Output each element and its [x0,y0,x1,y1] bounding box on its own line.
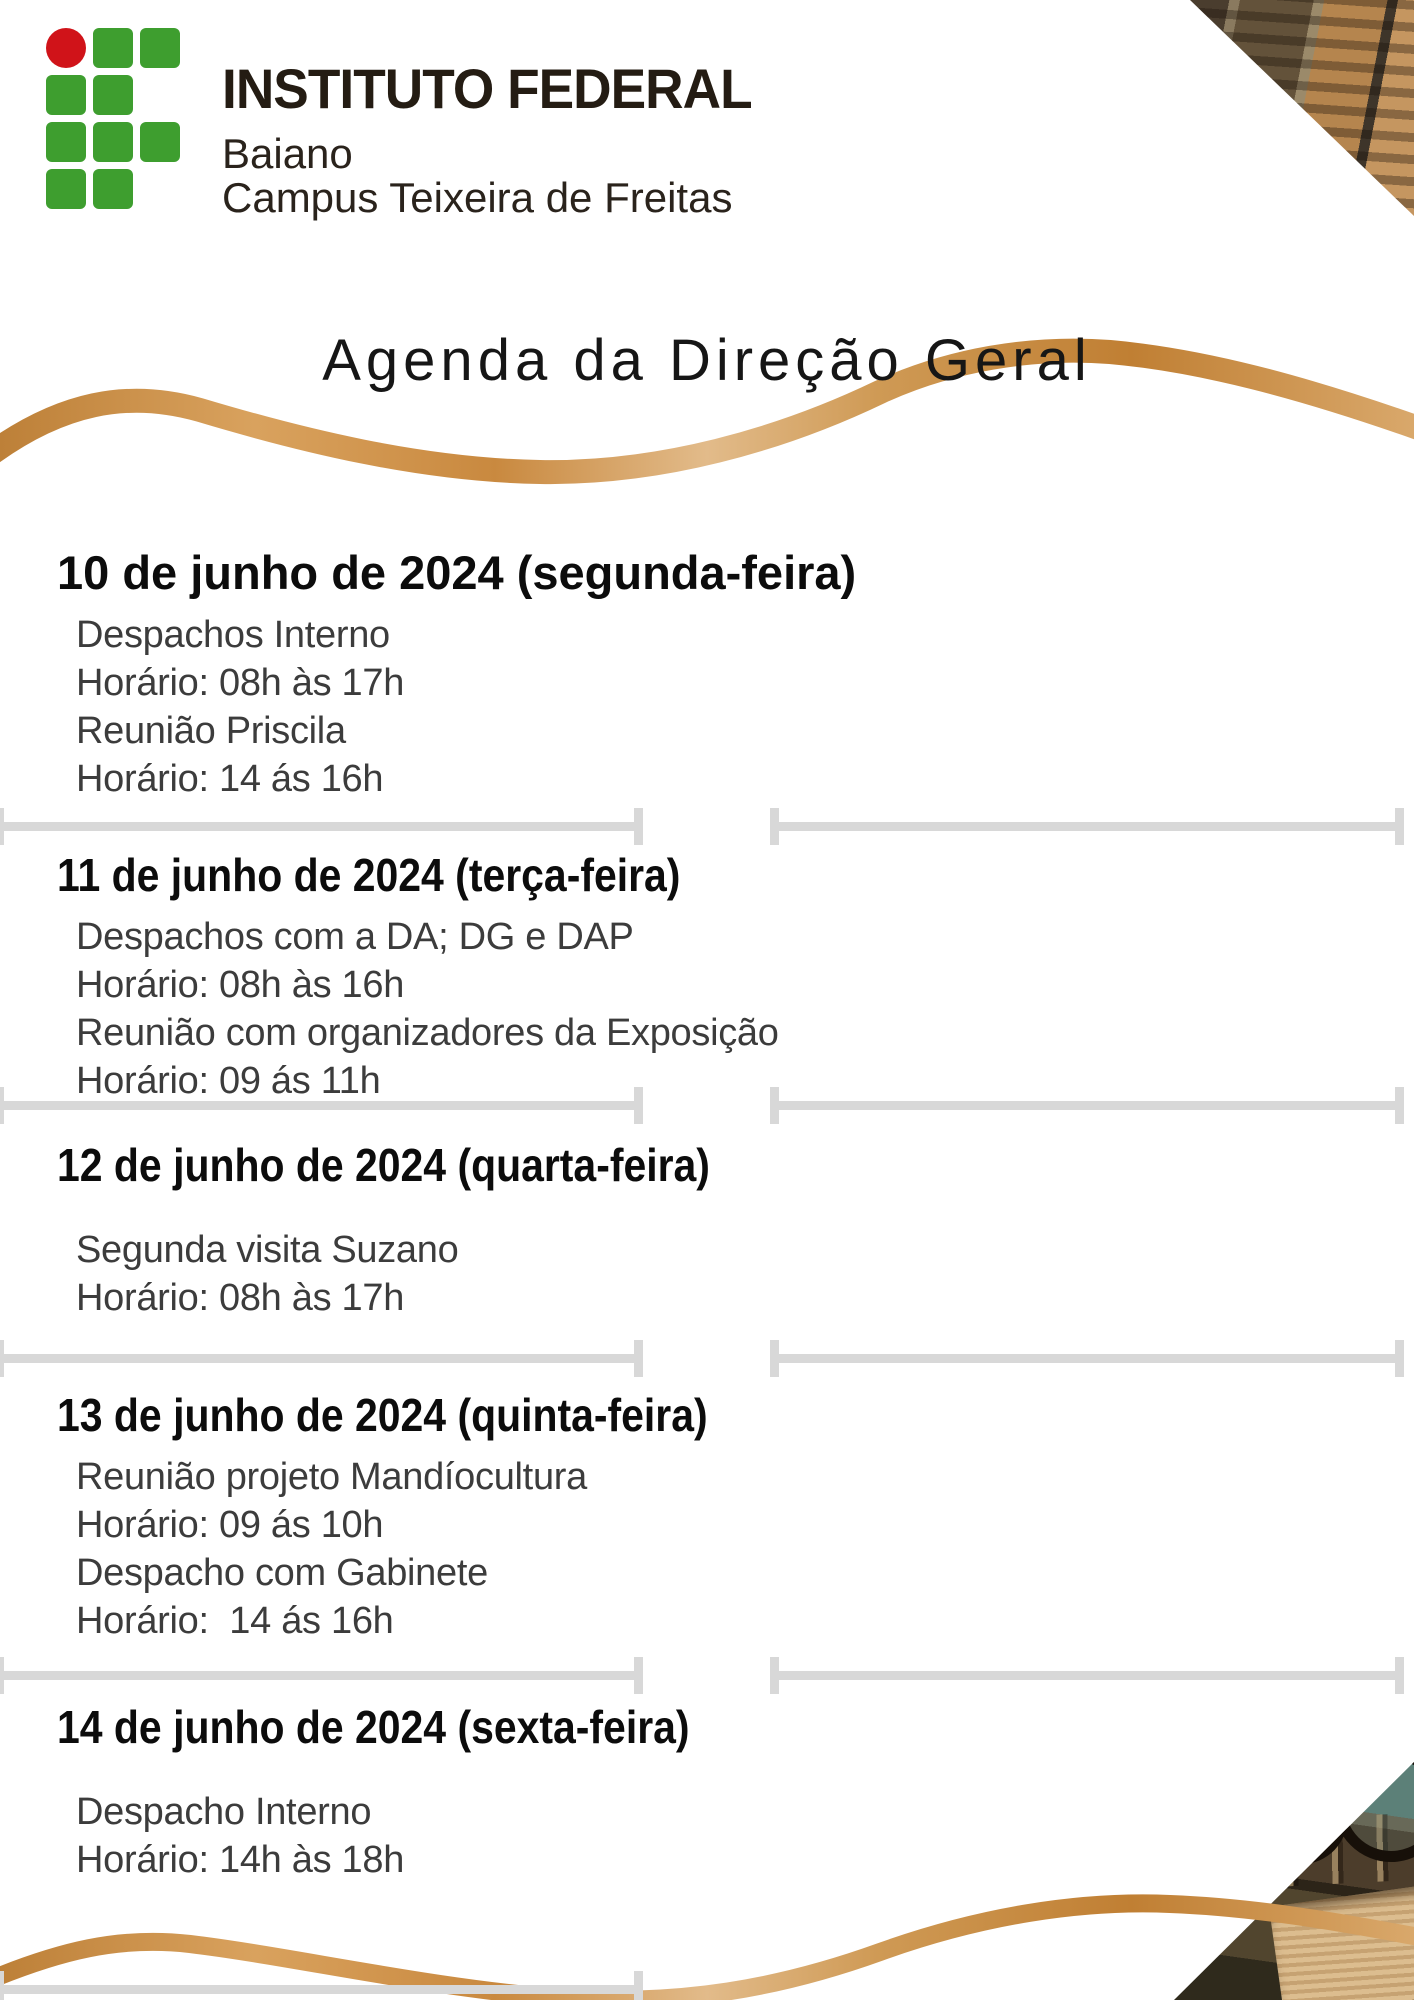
section-events: Segunda visita Suzano Horário: 08h às 17… [76,1226,1374,1322]
agenda-day-section: 11 de junho de 2024 (terça-feira) Despac… [57,848,1374,1105]
logo-green-square [93,169,133,209]
divider-left-segment [0,1971,643,2000]
divider-right-segment [770,808,1404,845]
agenda-day-section: 12 de junho de 2024 (quarta-feira) Segun… [57,1138,1374,1322]
section-date-heading: 10 de junho de 2024 (segunda-feira) [57,546,857,599]
logo-green-square [140,28,180,68]
divider-right-segment [770,1657,1404,1694]
logo-green-square [93,122,133,162]
section-date-heading: 11 de junho de 2024 (terça-feira) [57,849,681,901]
section-date-heading: 13 de junho de 2024 (quinta-feira) [57,1389,708,1441]
logo-green-square [93,75,133,115]
event-line: Despachos Interno [76,614,390,656]
event-time-line: Horário: 08h às 17h [76,1277,405,1319]
instituto-federal-logo [46,28,180,209]
logo-green-square [93,28,133,68]
institution-unit: Baiano [222,130,353,177]
agenda-day-section: 10 de junho de 2024 (segunda-feira) Desp… [57,546,1374,803]
section-events: Despachos com a DA; DG e DAP Horário: 08… [76,913,1374,1105]
divider-left-segment [0,1340,643,1377]
divider-left-segment [0,1087,643,1124]
section-events: Despacho Interno Horário: 14h às 18h [76,1788,1374,1884]
event-line: Despacho com Gabinete [76,1552,488,1594]
event-time-line: Horário: 09 ás 10h [76,1504,384,1546]
section-divider [0,1087,1414,1124]
divider-right-segment [770,1340,1404,1377]
agenda-day-section: 14 de junho de 2024 (sexta-feira) Despac… [57,1700,1374,1884]
event-time-line: Horário: 08h às 17h [76,662,405,704]
event-line: Despachos com a DA; DG e DAP [76,916,634,958]
section-divider [0,1657,1414,1694]
section-divider [0,1340,1414,1377]
section-divider [0,808,1414,845]
logo-green-square [140,122,180,162]
logo-green-square [46,122,86,162]
event-time-line: Horário: 14 ás 16h [76,1600,394,1642]
event-line: Reunião projeto Mandíocultura [76,1456,587,1498]
section-date-heading: 12 de junho de 2024 (quarta-feira) [57,1139,710,1191]
divider-left-segment [0,808,643,845]
section-date-heading: 14 de junho de 2024 (sexta-feira) [57,1701,690,1753]
institution-name: INSTITUTO FEDERAL [222,57,753,120]
event-line: Segunda visita Suzano [76,1229,459,1271]
logo-red-circle [46,28,86,68]
event-time-line: Horário: 08h às 16h [76,964,405,1006]
section-events: Reunião projeto Mandíocultura Horário: 0… [76,1453,1374,1645]
page-title: Agenda da Direção Geral [322,327,1092,393]
agenda-day-section: 13 de junho de 2024 (quinta-feira) Reuni… [57,1388,1374,1645]
event-line: Reunião Priscila [76,710,346,752]
event-time-line: Horário: 14h às 18h [76,1839,405,1881]
logo-green-square [46,75,86,115]
section-divider-bottom [0,1971,1414,2000]
campus-name: Campus Teixeira de Freitas [222,174,733,221]
event-line: Despacho Interno [76,1791,372,1833]
logo-green-square [46,169,86,209]
divider-left-segment [0,1657,643,1694]
event-time-line: Horário: 09 ás 11h [76,1060,381,1102]
divider-right-segment [770,1087,1404,1124]
section-events: Despachos Interno Horário: 08h às 17h Re… [76,611,1374,803]
event-line: Reunião com organizadores da Exposição [76,1012,779,1054]
event-time-line: Horário: 14 ás 16h [76,758,384,800]
